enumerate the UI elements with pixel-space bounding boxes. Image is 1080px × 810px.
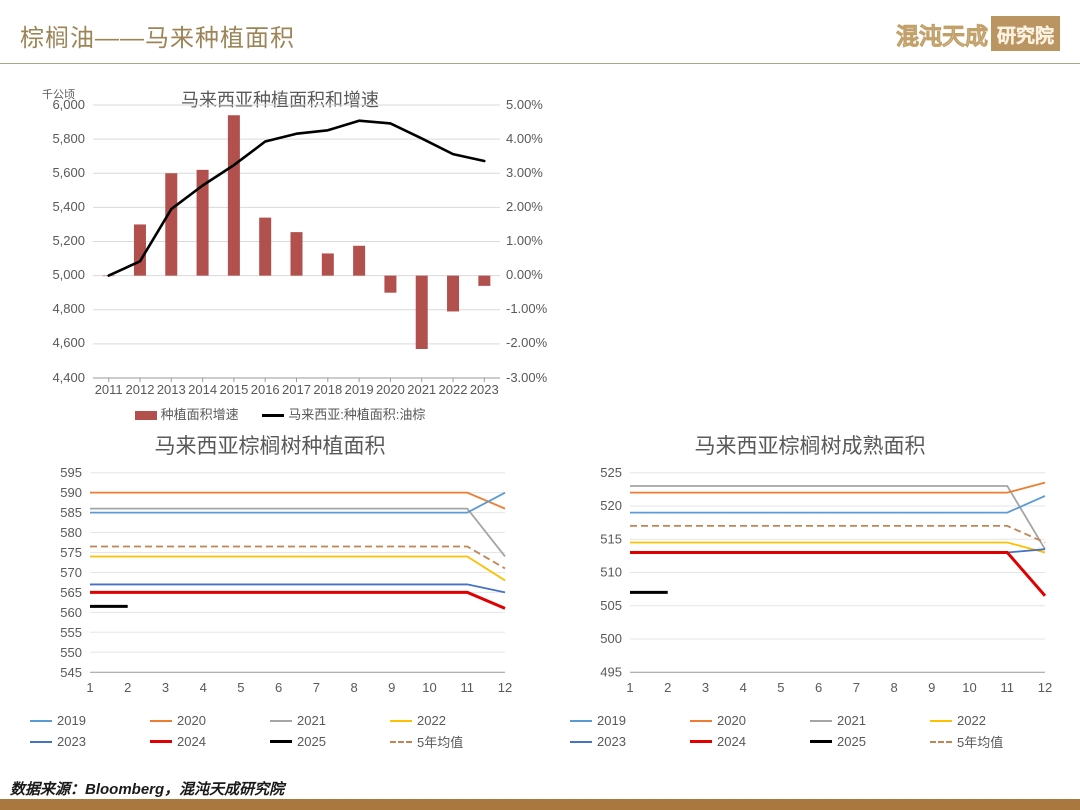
- svg-text:4,600: 4,600: [52, 335, 85, 350]
- svg-text:2: 2: [664, 680, 671, 695]
- svg-text:1: 1: [86, 680, 93, 695]
- svg-text:515: 515: [600, 531, 622, 546]
- svg-text:495: 495: [600, 664, 622, 679]
- svg-text:0.00%: 0.00%: [506, 267, 543, 282]
- svg-text:500: 500: [600, 631, 622, 646]
- svg-text:580: 580: [60, 525, 82, 540]
- svg-text:2021: 2021: [407, 382, 436, 397]
- svg-text:525: 525: [600, 465, 622, 480]
- svg-text:5,400: 5,400: [52, 199, 85, 214]
- svg-text:4: 4: [200, 680, 207, 695]
- svg-text:545: 545: [60, 665, 82, 680]
- svg-text:520: 520: [600, 498, 622, 513]
- svg-text:5: 5: [237, 680, 244, 695]
- svg-text:2020: 2020: [376, 382, 405, 397]
- svg-text:2.00%: 2.00%: [506, 199, 543, 214]
- svg-text:10: 10: [422, 680, 436, 695]
- svg-text:2011: 2011: [95, 382, 123, 397]
- svg-text:9: 9: [928, 680, 935, 695]
- svg-text:570: 570: [60, 565, 82, 580]
- svg-text:2016: 2016: [251, 382, 280, 397]
- svg-text:6,000: 6,000: [52, 97, 85, 112]
- svg-text:2023: 2023: [470, 382, 499, 397]
- svg-text:2012: 2012: [126, 382, 155, 397]
- svg-text:6: 6: [815, 680, 822, 695]
- svg-text:2017: 2017: [282, 382, 311, 397]
- svg-text:5.00%: 5.00%: [506, 97, 543, 112]
- svg-text:5,600: 5,600: [52, 165, 85, 180]
- svg-text:-1.00%: -1.00%: [506, 301, 548, 316]
- svg-text:2022: 2022: [439, 382, 468, 397]
- svg-text:1: 1: [626, 680, 633, 695]
- svg-text:-2.00%: -2.00%: [506, 335, 548, 350]
- svg-text:9: 9: [388, 680, 395, 695]
- svg-text:4,400: 4,400: [52, 370, 85, 385]
- svg-text:2019: 2019: [345, 382, 374, 397]
- svg-text:1.00%: 1.00%: [506, 233, 543, 248]
- svg-text:7: 7: [853, 680, 860, 695]
- svg-text:3.00%: 3.00%: [506, 165, 543, 180]
- svg-text:585: 585: [60, 505, 82, 520]
- svg-text:3: 3: [162, 680, 169, 695]
- svg-text:5,200: 5,200: [52, 233, 85, 248]
- svg-text:550: 550: [60, 645, 82, 660]
- svg-text:575: 575: [60, 545, 82, 560]
- svg-text:555: 555: [60, 625, 82, 640]
- svg-text:11: 11: [1001, 680, 1015, 695]
- svg-text:7: 7: [313, 680, 320, 695]
- svg-text:2018: 2018: [313, 382, 342, 397]
- svg-text:560: 560: [60, 605, 82, 620]
- svg-text:2015: 2015: [219, 382, 248, 397]
- svg-text:4,800: 4,800: [52, 301, 85, 316]
- svg-text:5,000: 5,000: [52, 267, 85, 282]
- svg-text:11: 11: [461, 680, 475, 695]
- svg-text:4.00%: 4.00%: [506, 131, 543, 146]
- svg-text:590: 590: [60, 485, 82, 500]
- svg-text:-3.00%: -3.00%: [506, 370, 548, 385]
- svg-text:12: 12: [1038, 680, 1052, 695]
- svg-text:510: 510: [600, 565, 622, 580]
- svg-text:2014: 2014: [188, 382, 217, 397]
- svg-text:4: 4: [740, 680, 747, 695]
- svg-text:565: 565: [60, 585, 82, 600]
- svg-text:2013: 2013: [157, 382, 186, 397]
- svg-text:10: 10: [962, 680, 976, 695]
- svg-text:5,800: 5,800: [52, 131, 85, 146]
- svg-text:505: 505: [600, 598, 622, 613]
- svg-text:8: 8: [890, 680, 897, 695]
- svg-text:595: 595: [60, 465, 82, 480]
- svg-text:3: 3: [702, 680, 709, 695]
- svg-text:12: 12: [498, 680, 512, 695]
- svg-text:5: 5: [777, 680, 784, 695]
- svg-text:2: 2: [124, 680, 131, 695]
- svg-text:6: 6: [275, 680, 282, 695]
- svg-text:8: 8: [350, 680, 357, 695]
